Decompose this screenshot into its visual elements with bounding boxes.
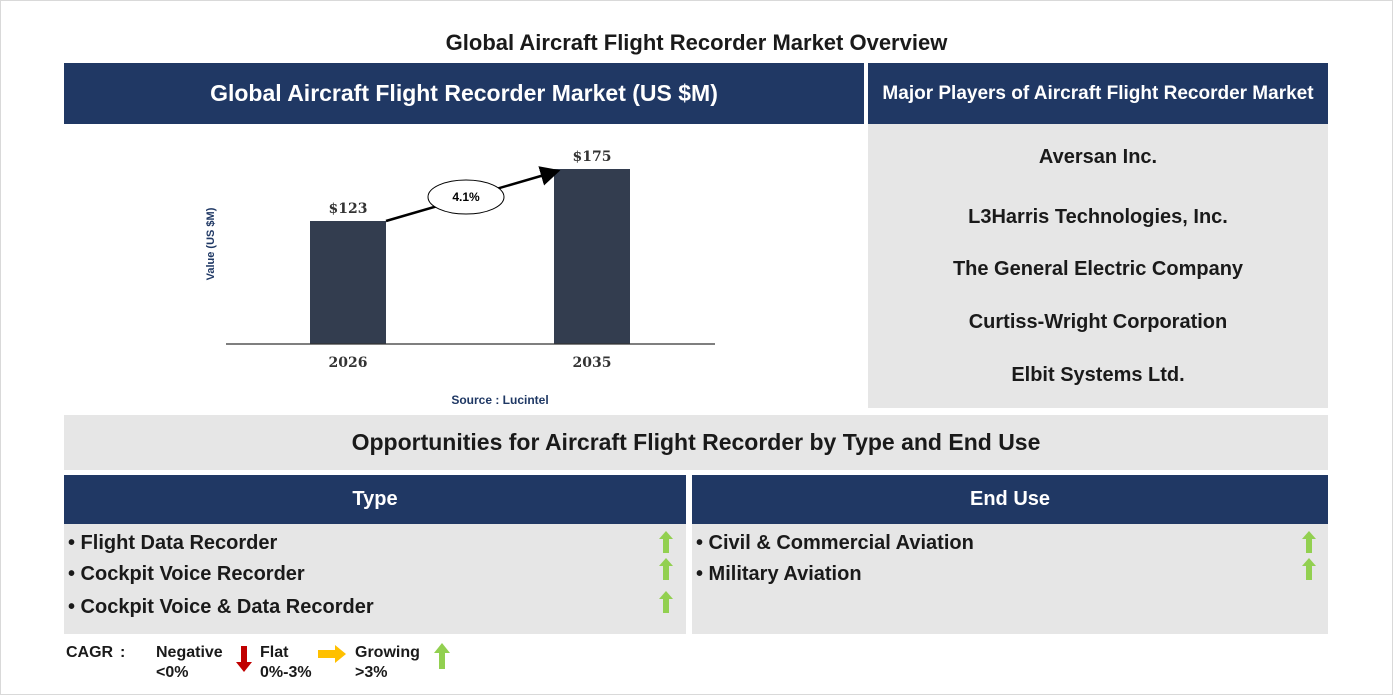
players-list: Aversan Inc. L3Harris Technologies, Inc.…: [868, 124, 1328, 408]
bar-2026: [310, 221, 386, 344]
legend-growing-label: Growing: [355, 644, 420, 661]
end-use-item: • Military Aviation: [696, 563, 862, 585]
legend-negative-range: <0%: [156, 664, 189, 681]
growing-up-arrow-icon: [659, 591, 673, 613]
legend-colon: :: [120, 644, 126, 661]
data-label-2026: $123: [329, 201, 368, 217]
up-arrow-icon: [434, 643, 450, 669]
legend-negative: Negative <0%: [156, 643, 223, 683]
cagr-label: 4.1%: [452, 190, 480, 204]
legend-flat-label: Flat: [260, 644, 289, 661]
y-axis-label: Value (US $M): [205, 207, 217, 280]
bar-2035: [554, 169, 630, 344]
x-tick-2035: 2035: [573, 355, 612, 371]
legend-flat-range: 0%-3%: [260, 664, 312, 681]
legend-growing: Growing >3%: [355, 643, 420, 683]
growing-up-arrow-icon: [659, 558, 673, 580]
type-item: • Cockpit Voice & Data Recorder: [68, 596, 374, 618]
legend-cagr-label: CAGR: [66, 644, 114, 661]
end-use-item: • Civil & Commercial Aviation: [696, 532, 974, 554]
growing-up-arrow-icon: [659, 531, 673, 553]
players-header: Major Players of Aircraft Flight Recorde…: [868, 63, 1328, 124]
growing-up-arrow-icon: [1302, 531, 1316, 553]
chart-header: Global Aircraft Flight Recorder Market (…: [64, 63, 864, 124]
legend-flat: Flat 0%-3%: [260, 643, 312, 683]
player-item: The General Electric Company: [952, 258, 1244, 280]
player-item: Elbit Systems Ltd.: [1011, 364, 1185, 386]
type-item: • Cockpit Voice Recorder: [68, 563, 305, 585]
type-header: Type: [64, 475, 686, 524]
type-list: • Flight Data Recorder • Cockpit Voice R…: [64, 524, 686, 634]
opportunities-title: Opportunities for Aircraft Flight Record…: [64, 415, 1328, 470]
legend-growing-range: >3%: [355, 664, 388, 681]
x-tick-2026: 2026: [329, 355, 368, 371]
legend-negative-label: Negative: [156, 644, 223, 661]
player-item: Aversan Inc.: [1038, 146, 1158, 168]
growing-up-arrow-icon: [1302, 558, 1316, 580]
player-item: L3Harris Technologies, Inc.: [968, 206, 1228, 228]
chart-source: Source : Lucintel: [451, 393, 548, 407]
player-item: Curtiss-Wright Corporation: [968, 311, 1228, 333]
market-chart: $123 2026 $175 2035 Value (US $M) 4.1% Source …: [205, 149, 715, 407]
down-arrow-icon: [236, 646, 252, 672]
end-use-header: End Use: [692, 475, 1328, 524]
page-title: Global Aircraft Flight Recorder Market O…: [445, 30, 948, 55]
right-arrow-icon: [318, 645, 346, 663]
type-item: • Flight Data Recorder: [68, 532, 278, 554]
end-use-list: • Civil & Commercial Aviation • Military…: [692, 524, 1328, 634]
cagr-bubble: [427, 179, 505, 215]
data-label-2035: $175: [573, 149, 612, 165]
